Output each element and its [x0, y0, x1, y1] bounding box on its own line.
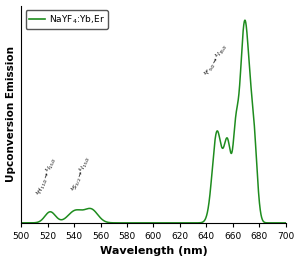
- Text: $^4S_{3/2}\rightarrow ^4I_{15/2}$: $^4S_{3/2}\rightarrow ^4I_{15/2}$: [69, 154, 92, 193]
- Text: $^4H_{11/2}\rightarrow ^4I_{15/2}$: $^4H_{11/2}\rightarrow ^4I_{15/2}$: [34, 155, 58, 197]
- Text: $^4F_{9/2}\rightarrow ^4I_{15/2}$: $^4F_{9/2}\rightarrow ^4I_{15/2}$: [202, 41, 230, 78]
- X-axis label: Wavelength (nm): Wavelength (nm): [100, 247, 207, 256]
- Y-axis label: Upconversion Emission: Upconversion Emission: [6, 46, 16, 182]
- Legend: NaYF$_4$:Yb,Er: NaYF$_4$:Yb,Er: [26, 10, 108, 29]
